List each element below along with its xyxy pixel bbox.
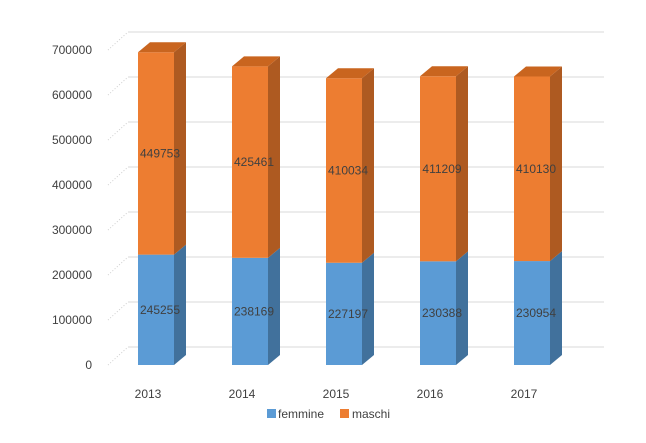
grid-diagonal: [107, 346, 129, 366]
bar-femmine-2013: 245255: [138, 244, 186, 365]
bar-femmine-2017: 230954: [514, 251, 562, 365]
data-label-femmine-2013: 245255: [140, 303, 180, 317]
bar-top-face: [138, 42, 186, 53]
bar-side-face: [268, 56, 280, 258]
bar-maschi-2014: 425461: [232, 56, 280, 258]
bar-side-face: [174, 244, 186, 365]
grid-diagonal: [107, 31, 129, 51]
bar-stack-2014: 238169 425461: [232, 56, 280, 365]
x-tick-label: 2016: [417, 387, 444, 401]
y-tick-label: 0: [85, 358, 92, 372]
bar-stack-2013: 245255 449753: [138, 42, 186, 365]
bar-top-face: [326, 68, 374, 79]
bar-front-face: [420, 76, 456, 262]
bar-side-face: [550, 66, 562, 262]
bar-side-face: [268, 247, 280, 365]
y-tick-label: 300000: [52, 223, 92, 237]
data-label-femmine-2017: 230954: [516, 306, 556, 320]
bars: 245255 449753 238169 425461 227197 410034 2303…: [138, 42, 562, 365]
bar-front-face: [138, 52, 174, 255]
bar-front-face: [514, 76, 550, 262]
y-tick-label: 500000: [52, 133, 92, 147]
bar-side-face: [174, 42, 186, 255]
data-label-femmine-2015: 227197: [328, 307, 368, 321]
bar-femmine-2014: 238169: [232, 247, 280, 365]
bar-maschi-2015: 410034: [326, 68, 374, 263]
bar-femmine-2016: 230388: [420, 251, 468, 365]
bar-stack-2016: 230388 411209: [420, 66, 468, 365]
x-tick-label: 2017: [511, 387, 538, 401]
bar-stack-2017: 230954 410130: [514, 66, 562, 365]
bar-top-face: [420, 66, 468, 77]
grid-diagonal: [107, 211, 129, 231]
y-tick-label: 600000: [52, 88, 92, 102]
grid-diagonal: [107, 301, 129, 321]
bar-maschi-2013: 449753: [138, 42, 186, 255]
bar-front-face: [232, 257, 268, 365]
y-axis-tick-labels: 0 100000 200000 300000 400000 500000 600000 700…: [52, 43, 92, 372]
x-tick-label: 2015: [323, 387, 350, 401]
legend-label-maschi: maschi: [352, 407, 390, 421]
grid-diagonal: [107, 121, 129, 141]
data-label-femmine-2016: 230388: [422, 306, 462, 320]
bar-stack-2015: 227197 410034: [326, 68, 374, 365]
x-axis-tick-labels: 2013 2014 2015 2016 2017: [135, 387, 538, 401]
y-tick-label: 400000: [52, 178, 92, 192]
x-tick-label: 2014: [229, 387, 256, 401]
data-label-maschi-2016: 411209: [422, 162, 461, 176]
y-tick-label: 700000: [52, 43, 92, 57]
bar-maschi-2016: 411209: [420, 66, 468, 262]
data-label-maschi-2017: 410130: [516, 162, 556, 176]
legend-swatch-femmine: [267, 409, 276, 418]
grid-diagonal: [107, 76, 129, 96]
grid-diagonal: [107, 166, 129, 186]
bar-top-face: [232, 56, 280, 67]
bar-side-face: [456, 66, 468, 262]
bar-front-face: [420, 261, 456, 365]
legend: femmine maschi: [267, 407, 390, 421]
bar-front-face: [138, 254, 174, 365]
data-label-maschi-2014: 425461: [234, 155, 274, 169]
bar-side-face: [362, 252, 374, 365]
y-tick-label: 100000: [52, 313, 92, 327]
legend-swatch-maschi: [340, 409, 349, 418]
bar-femmine-2015: 227197: [326, 252, 374, 365]
bar-front-face: [326, 262, 362, 365]
bar-side-face: [362, 68, 374, 263]
bar-front-face: [514, 261, 550, 365]
bar-side-face: [456, 251, 468, 365]
y-tick-label: 200000: [52, 268, 92, 282]
data-label-maschi-2015: 410034: [328, 164, 368, 178]
bar-front-face: [326, 78, 362, 263]
x-tick-label: 2013: [135, 387, 162, 401]
grid-diagonal: [107, 256, 129, 276]
bar-front-face: [232, 66, 268, 258]
data-label-femmine-2014: 238169: [234, 304, 274, 318]
bar-maschi-2017: 410130: [514, 66, 562, 262]
bar-side-face: [550, 251, 562, 365]
data-label-maschi-2013: 449753: [140, 146, 180, 160]
bar-top-face: [514, 66, 562, 77]
legend-label-femmine: femmine: [278, 407, 324, 421]
